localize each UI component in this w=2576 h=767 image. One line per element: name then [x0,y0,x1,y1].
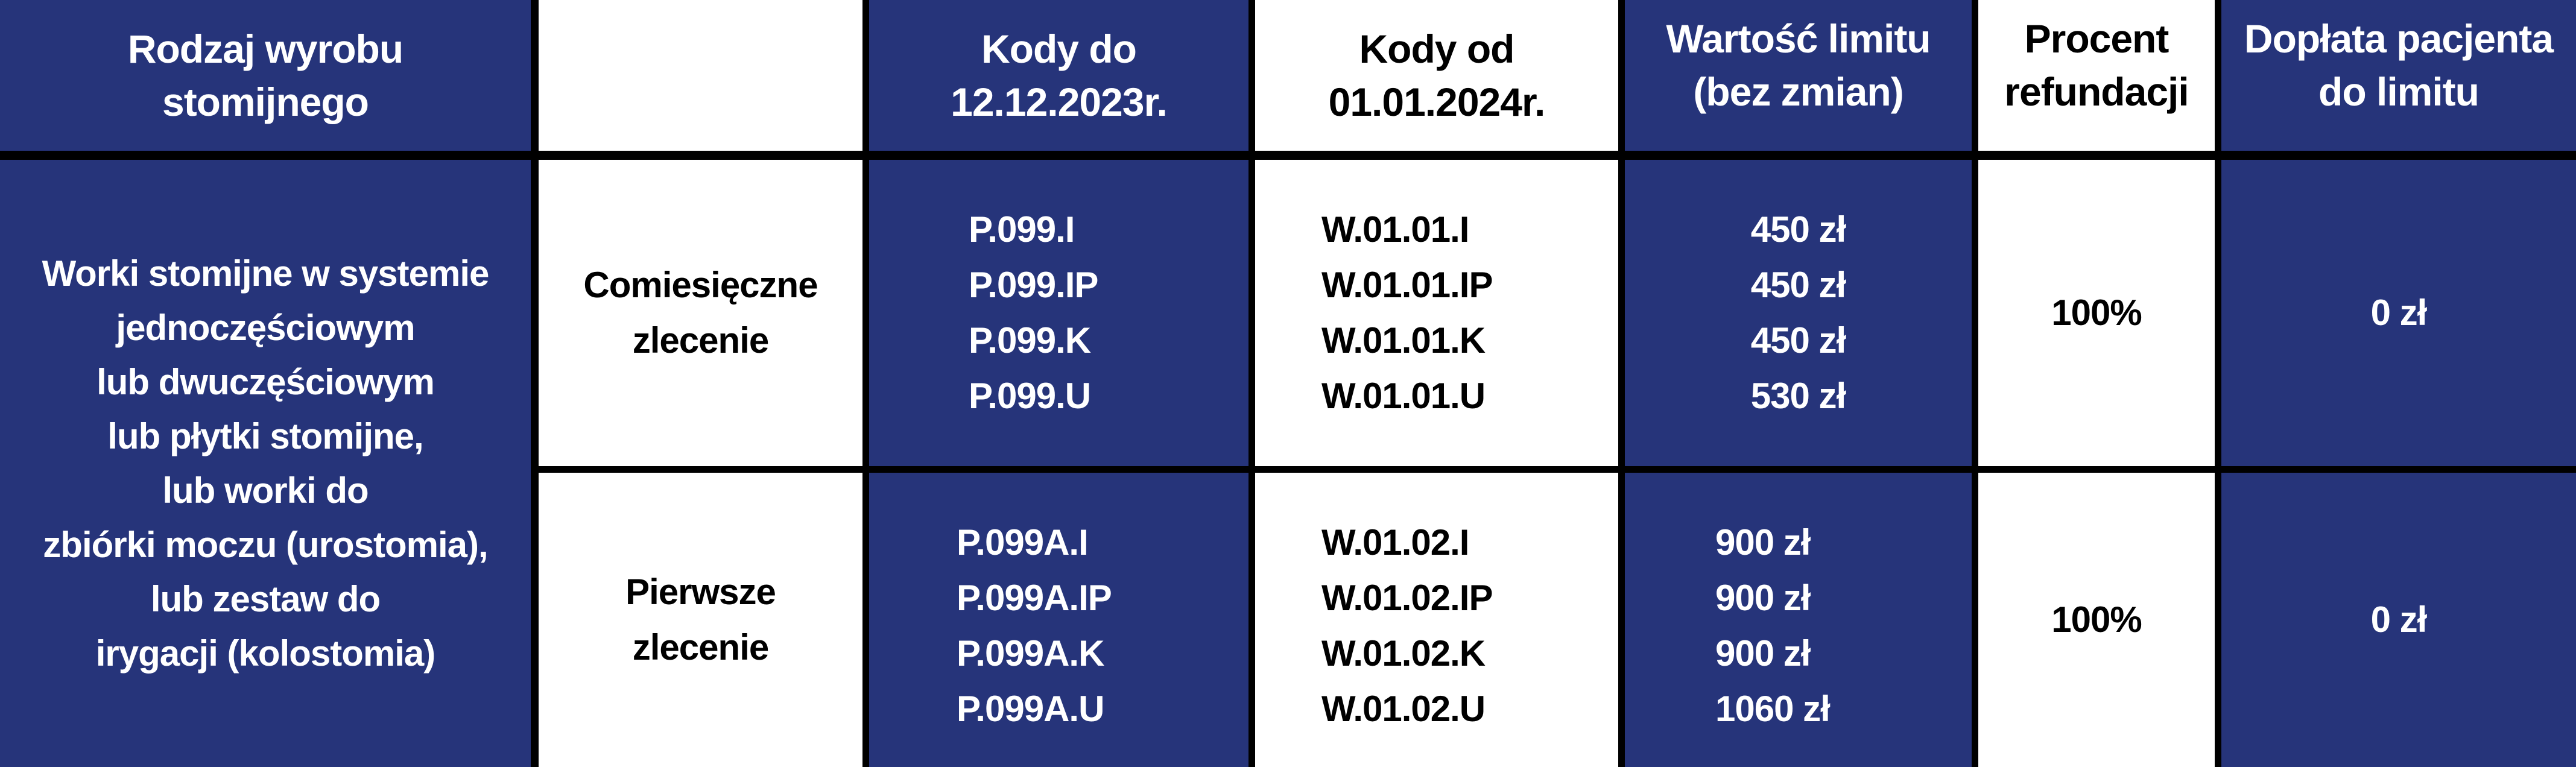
header-text: Dopłata pacjenta [2244,16,2554,61]
header-text: Rodzaj wyrobu [127,27,403,71]
row1-patient-copay: 0 zł [2221,160,2576,466]
description-line: lub zestaw do [150,578,381,619]
header-refund-percent: Procent refundacji [1978,0,2215,151]
row2-refund-percent: 100% [1978,473,2215,767]
header-text: 01.01.2024r. [1328,80,1546,124]
row1-limits: 450 zł 450 zł 450 zł 530 zł [1625,160,1972,466]
code: P.099A.K [957,633,1104,674]
code: W.01.02.U [1321,689,1486,729]
header-text: Wartość limitu [1666,16,1931,61]
header-limit-value: Wartość limitu (bez zmian) [1625,0,1972,151]
row2-patient-copay: 0 zł [2221,473,2576,767]
limit-value: 450 zł [1750,209,1846,250]
code: P.099.I [969,209,1075,250]
header-text: Kody do [981,27,1137,71]
row1-order-type: Comiesięczne zlecenie [539,160,862,466]
header-text: Procent [2024,16,2169,61]
copay-value: 0 zł [2370,292,2428,333]
limit-value: 900 zł [1715,578,1811,618]
limit-value: 900 zł [1715,522,1811,563]
row1-refund-percent: 100% [1978,160,2215,466]
code: P.099.IP [969,265,1098,305]
code: W.01.01.IP [1321,265,1493,305]
header-empty [539,0,862,151]
header-text: stomijnego [162,80,369,124]
limit-value: 450 zł [1750,265,1846,305]
limit-value: 450 zł [1750,320,1846,361]
code: P.099A.I [957,522,1089,563]
description-line: jednoczęściowym [116,307,415,348]
copay-value: 0 zł [2370,599,2428,640]
row2-limits: 900 zł 900 zł 900 zł 1060 zł [1625,473,1972,767]
limit-value: 900 zł [1715,633,1811,674]
header-text: refundacji [2004,69,2189,114]
row2-codes-until: P.099A.I P.099A.IP P.099A.K P.099A.U [869,473,1248,767]
header-patient-copay: Dopłata pacjenta do limitu [2221,0,2576,151]
header-text: (bez zmian) [1693,69,1904,114]
code: P.099A.IP [957,578,1112,618]
description-line: irygacji (kolostomia) [95,633,435,674]
row2-order-type: Pierwsze zlecenie [539,473,862,767]
code: W.01.01.I [1321,209,1469,250]
header-codes-from: Kody od 01.01.2024r. [1255,0,1618,151]
description-line: zbiórki moczu (urostomia), [43,524,488,565]
header-product-type: Rodzaj wyrobu stomijnego [0,0,531,151]
description-line: Worki stomijne w systemie [42,253,490,294]
code: P.099A.U [957,689,1104,729]
order-type-text: zlecenie [632,320,769,361]
header-codes-until: Kody do 12.12.2023r. [869,0,1248,151]
order-type-text: Pierwsze [625,572,776,612]
code: W.01.02.K [1321,633,1486,674]
code: W.01.02.I [1321,522,1469,563]
code: P.099.U [969,376,1091,416]
code: W.01.02.IP [1321,578,1493,618]
limit-value: 1060 zł [1715,689,1831,729]
description-line: lub płytki stomijne, [107,415,423,456]
code: P.099.K [969,320,1091,361]
header-text: do limitu [2318,69,2479,114]
product-description: Worki stomijne w systemie jednoczęściowy… [0,160,531,767]
header-text: 12.12.2023r. [951,80,1168,124]
description-line: lub worki do [162,470,369,511]
refund-percent-value: 100% [2051,292,2142,333]
order-type-text: Comiesięczne [583,265,818,305]
row1-codes-until: P.099.I P.099.IP P.099.K P.099.U [869,160,1248,466]
row1-codes-from: W.01.01.I W.01.01.IP W.01.01.K W.01.01.U [1255,160,1618,466]
refund-percent-value: 100% [2051,599,2142,640]
row2-codes-from: W.01.02.I W.01.02.IP W.01.02.K W.01.02.U [1255,473,1618,767]
description-line: lub dwuczęściowym [97,361,435,402]
code: W.01.01.U [1321,376,1486,416]
limit-value: 530 zł [1750,376,1846,416]
order-type-text: zlecenie [632,627,769,668]
header-text: Kody od [1359,27,1515,71]
code: W.01.01.K [1321,320,1486,361]
